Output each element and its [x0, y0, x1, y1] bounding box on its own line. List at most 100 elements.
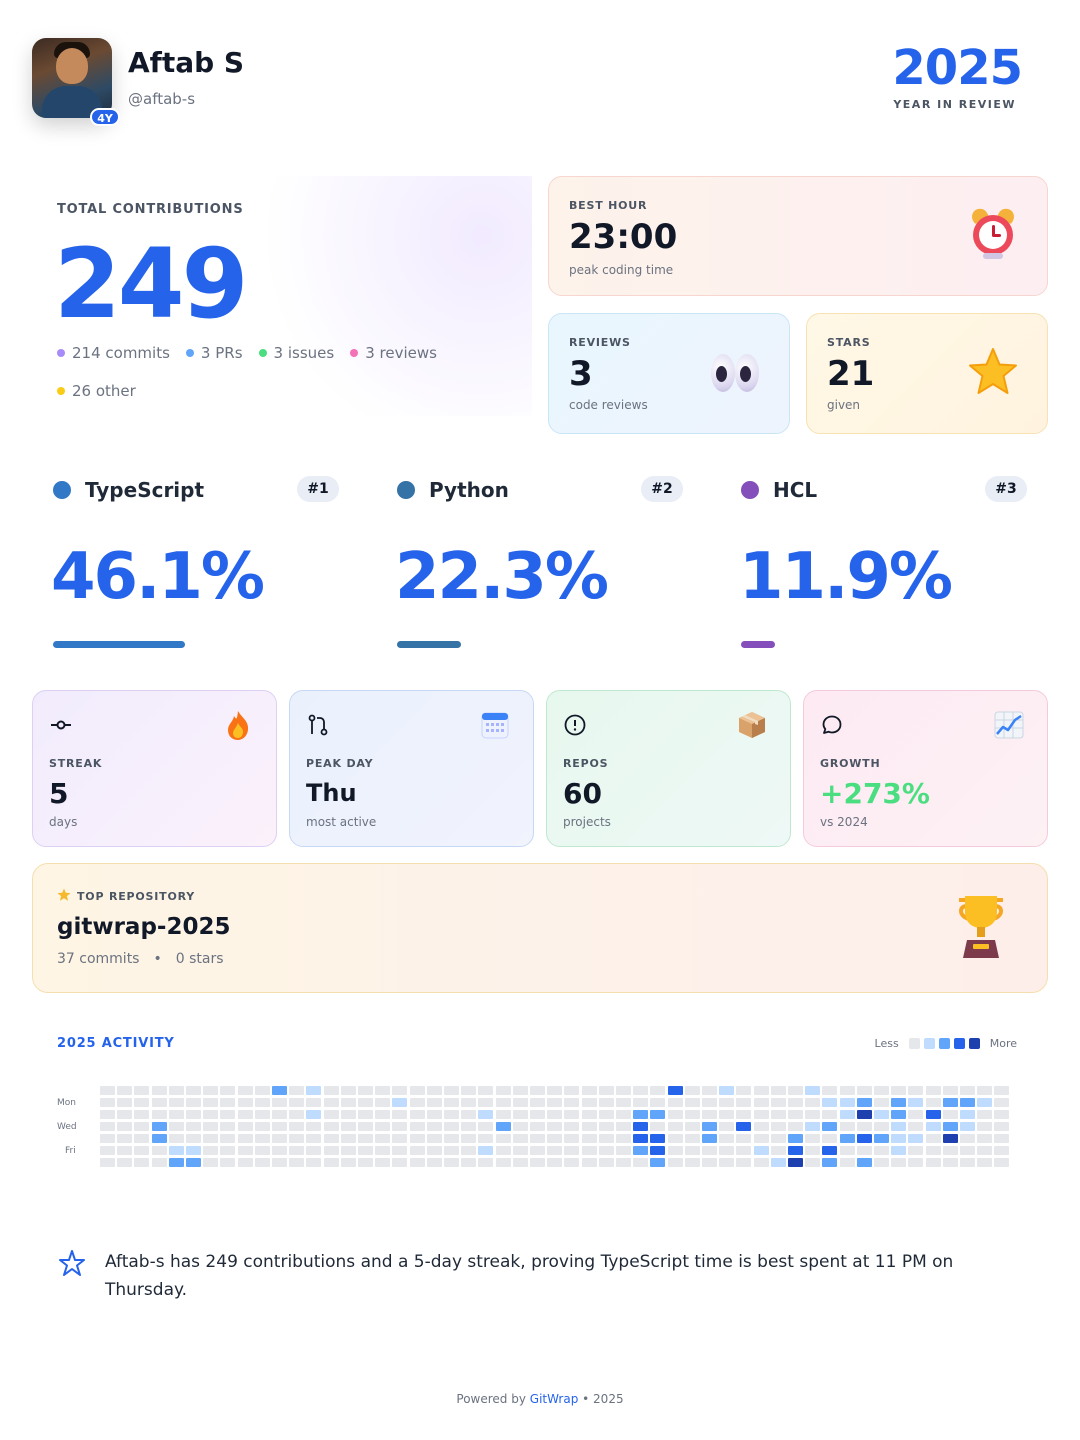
heatmap-cell[interactable]: [736, 1110, 752, 1119]
heatmap-cell[interactable]: [323, 1146, 339, 1155]
heatmap-cell[interactable]: [805, 1146, 821, 1155]
heatmap-cell[interactable]: [461, 1158, 477, 1167]
heatmap-cell[interactable]: [478, 1086, 494, 1095]
heatmap-cell[interactable]: [100, 1086, 115, 1095]
heatmap-cell[interactable]: [237, 1110, 253, 1119]
heatmap-cell[interactable]: [822, 1158, 838, 1167]
heatmap-cell[interactable]: [942, 1146, 958, 1155]
heatmap-cell[interactable]: [770, 1122, 786, 1131]
heatmap-cell[interactable]: [461, 1122, 477, 1131]
heatmap-cell[interactable]: [633, 1110, 649, 1119]
heatmap-cell[interactable]: [100, 1122, 115, 1131]
heatmap-cell[interactable]: [908, 1134, 924, 1143]
heatmap-cell[interactable]: [960, 1098, 975, 1107]
heatmap-cell[interactable]: [444, 1134, 459, 1143]
heatmap-cell[interactable]: [788, 1158, 803, 1167]
heatmap-cell[interactable]: [788, 1098, 803, 1107]
heatmap-cell[interactable]: [788, 1110, 803, 1119]
heatmap-cell[interactable]: [392, 1086, 408, 1095]
heatmap-cell[interactable]: [719, 1134, 735, 1143]
heatmap-cell[interactable]: [581, 1110, 597, 1119]
heatmap-cell[interactable]: [409, 1086, 425, 1095]
heatmap-cell[interactable]: [702, 1098, 717, 1107]
heatmap-cell[interactable]: [444, 1158, 459, 1167]
heatmap-cell[interactable]: [461, 1098, 477, 1107]
heatmap-cell[interactable]: [925, 1158, 941, 1167]
heatmap-cell[interactable]: [891, 1134, 907, 1143]
heatmap-cell[interactable]: [684, 1098, 700, 1107]
heatmap-cell[interactable]: [702, 1158, 717, 1167]
heatmap-cell[interactable]: [770, 1098, 786, 1107]
heatmap-cell[interactable]: [203, 1158, 219, 1167]
heatmap-cell[interactable]: [495, 1146, 511, 1155]
heatmap-cell[interactable]: [151, 1158, 167, 1167]
heatmap-cell[interactable]: [564, 1158, 580, 1167]
heatmap-cell[interactable]: [977, 1110, 993, 1119]
heatmap-cell[interactable]: [168, 1158, 184, 1167]
heatmap-cell[interactable]: [375, 1158, 391, 1167]
heatmap-cell[interactable]: [117, 1110, 133, 1119]
heatmap-cell[interactable]: [461, 1110, 477, 1119]
heatmap-cell[interactable]: [753, 1158, 769, 1167]
heatmap-cell[interactable]: [530, 1134, 545, 1143]
heatmap-cell[interactable]: [736, 1098, 752, 1107]
heatmap-cell[interactable]: [100, 1098, 115, 1107]
heatmap-cell[interactable]: [426, 1134, 442, 1143]
heatmap-cell[interactable]: [203, 1110, 219, 1119]
heatmap-cell[interactable]: [598, 1158, 614, 1167]
heatmap-cell[interactable]: [650, 1110, 666, 1119]
heatmap-cell[interactable]: [633, 1158, 649, 1167]
heatmap-cell[interactable]: [478, 1122, 494, 1131]
heatmap-cell[interactable]: [564, 1146, 580, 1155]
heatmap-cell[interactable]: [512, 1134, 528, 1143]
heatmap-cell[interactable]: [564, 1086, 580, 1095]
heatmap-cell[interactable]: [461, 1134, 477, 1143]
heatmap-cell[interactable]: [409, 1098, 425, 1107]
heatmap-cell[interactable]: [254, 1134, 270, 1143]
heatmap-cell[interactable]: [426, 1086, 442, 1095]
heatmap-cell[interactable]: [289, 1122, 305, 1131]
heatmap-cell[interactable]: [564, 1110, 580, 1119]
heatmap-cell[interactable]: [770, 1158, 786, 1167]
heatmap-cell[interactable]: [306, 1098, 322, 1107]
heatmap-cell[interactable]: [530, 1146, 545, 1155]
heatmap-cell[interactable]: [581, 1158, 597, 1167]
heatmap-cell[interactable]: [289, 1158, 305, 1167]
heatmap-cell[interactable]: [719, 1110, 735, 1119]
heatmap-cell[interactable]: [753, 1134, 769, 1143]
heatmap-cell[interactable]: [719, 1086, 735, 1095]
heatmap-cell[interactable]: [530, 1158, 545, 1167]
heatmap-cell[interactable]: [942, 1134, 958, 1143]
heatmap-cell[interactable]: [151, 1122, 167, 1131]
heatmap-cell[interactable]: [753, 1110, 769, 1119]
heatmap-cell[interactable]: [186, 1134, 201, 1143]
heatmap-cell[interactable]: [100, 1158, 115, 1167]
heatmap-cell[interactable]: [495, 1158, 511, 1167]
heatmap-cell[interactable]: [736, 1134, 752, 1143]
heatmap-cell[interactable]: [891, 1098, 907, 1107]
heatmap-cell[interactable]: [805, 1122, 821, 1131]
heatmap-cell[interactable]: [891, 1122, 907, 1131]
heatmap-cell[interactable]: [409, 1134, 425, 1143]
heatmap-cell[interactable]: [220, 1134, 236, 1143]
heatmap-cell[interactable]: [375, 1098, 391, 1107]
heatmap-cell[interactable]: [564, 1134, 580, 1143]
heatmap-cell[interactable]: [702, 1122, 717, 1131]
heatmap-cell[interactable]: [461, 1086, 477, 1095]
heatmap-cell[interactable]: [874, 1146, 889, 1155]
heatmap-cell[interactable]: [220, 1086, 236, 1095]
heatmap-cell[interactable]: [358, 1110, 373, 1119]
heatmap-cell[interactable]: [220, 1110, 236, 1119]
heatmap-cell[interactable]: [392, 1110, 408, 1119]
heatmap-cell[interactable]: [822, 1086, 838, 1095]
top-repo-name[interactable]: gitwrap-2025: [57, 914, 231, 940]
heatmap-cell[interactable]: [770, 1134, 786, 1143]
heatmap-cell[interactable]: [994, 1086, 1010, 1095]
heatmap-cell[interactable]: [994, 1158, 1010, 1167]
heatmap-cell[interactable]: [667, 1098, 683, 1107]
heatmap-cell[interactable]: [134, 1158, 150, 1167]
heatmap-cell[interactable]: [684, 1158, 700, 1167]
heatmap-cell[interactable]: [788, 1086, 803, 1095]
heatmap-cell[interactable]: [684, 1134, 700, 1143]
heatmap-cell[interactable]: [702, 1110, 717, 1119]
